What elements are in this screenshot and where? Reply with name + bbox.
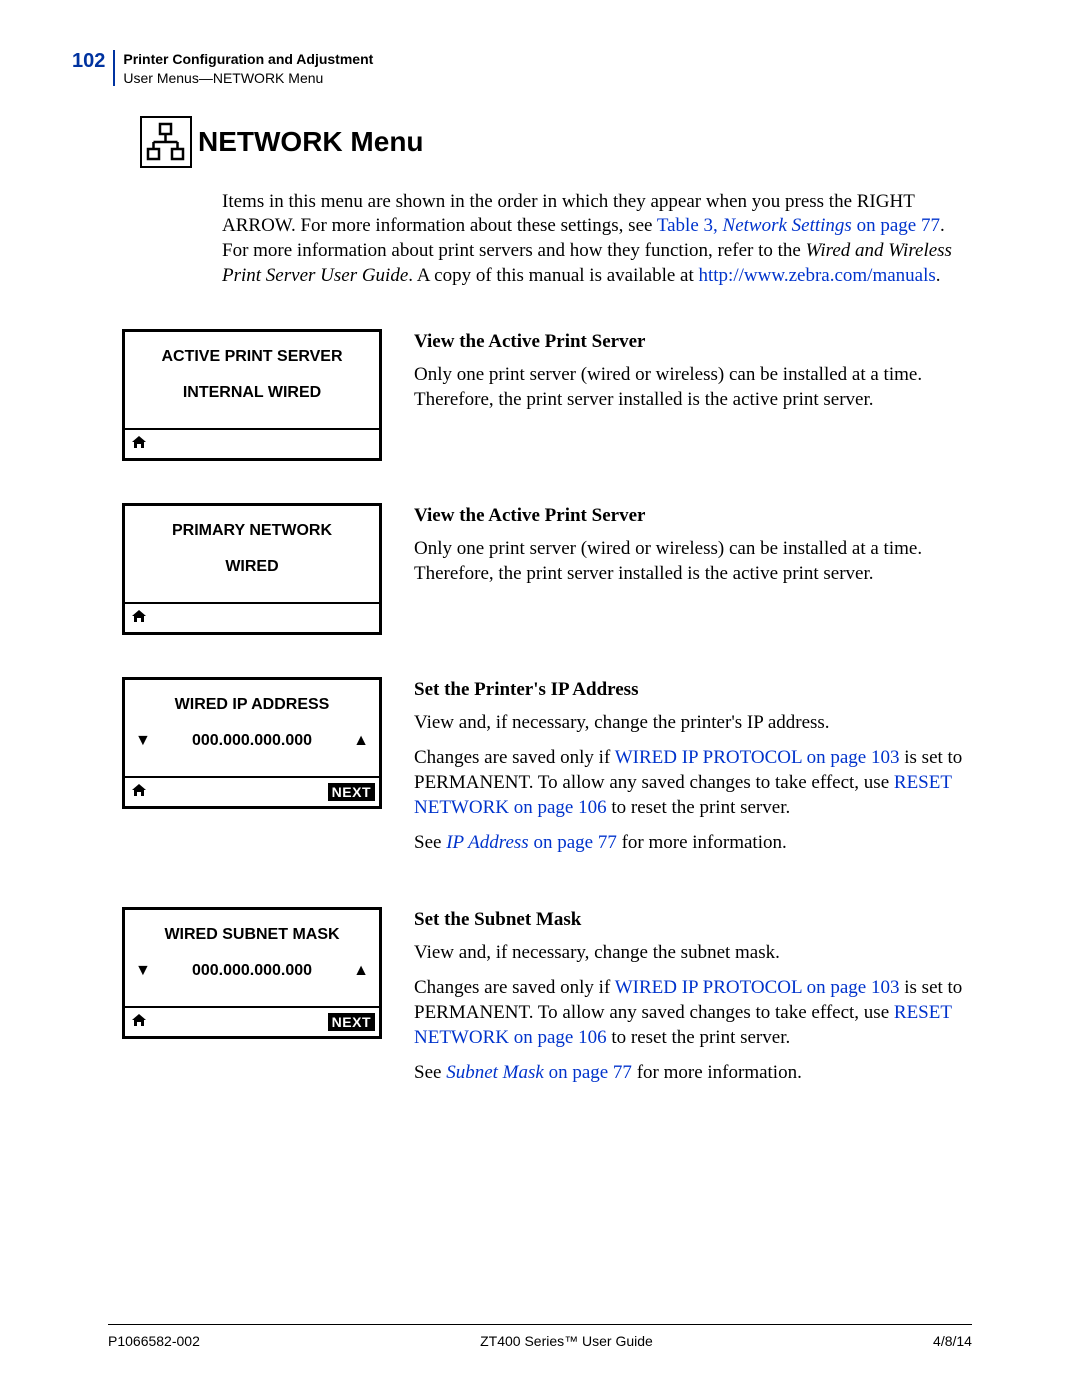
desc-p1: View and, if necessary, change the print… (414, 710, 972, 735)
footer-row: P1066582-002 ZT400 Series™ User Guide 4/… (108, 1333, 972, 1349)
link-ip-address[interactable]: IP Address on page 77 (446, 832, 617, 853)
intro-t4: . (936, 265, 941, 286)
display-top: WIRED SUBNET MASK ▼ 000.000.000.000 ▲ (125, 910, 379, 1008)
display-bottom (125, 604, 379, 632)
header-divider (113, 50, 115, 86)
link-subnet-mask[interactable]: Subnet Mask on page 77 (446, 1062, 632, 1083)
intro-paragraph: Items in this menu are shown in the orde… (222, 190, 972, 289)
display-top: WIRED IP ADDRESS ▼ 000.000.000.000 ▲ (125, 680, 379, 778)
desc-p1: Only one print server (wired or wireless… (414, 362, 972, 412)
intro-t3: . A copy of this manual is available at (408, 265, 698, 286)
value-row: ▼ 000.000.000.000 ▲ (131, 962, 373, 980)
home-icon[interactable] (131, 1013, 147, 1031)
setting-desc: Set the Printer's IP Address View and, i… (414, 677, 972, 865)
display-bottom (125, 430, 379, 458)
setting-row: ACTIVE PRINT SERVER INTERNAL WIRED View … (72, 329, 972, 461)
footer-center: ZT400 Series™ User Guide (480, 1333, 653, 1349)
home-icon[interactable] (131, 435, 147, 453)
header-line2: User Menus—NETWORK Menu (123, 70, 323, 86)
display-box: PRIMARY NETWORK WIRED (122, 503, 382, 635)
display-top: PRIMARY NETWORK WIRED (125, 506, 379, 604)
header-text: Printer Configuration and Adjustment Use… (123, 50, 373, 88)
intro-link1[interactable]: Table 3, Network Settings on page 77 (657, 215, 940, 236)
display-box: WIRED IP ADDRESS ▼ 000.000.000.000 ▲ NEX… (122, 677, 382, 809)
setting-desc: Set the Subnet Mask View and, if necessa… (414, 907, 972, 1095)
desc-p3: See IP Address on page 77 for more infor… (414, 830, 972, 855)
desc-p2: Changes are saved only if WIRED IP PROTO… (414, 745, 972, 820)
desc-p1: View and, if necessary, change the subne… (414, 940, 972, 965)
desc-heading: Set the Subnet Mask (414, 907, 972, 932)
desc-p2: Changes are saved only if WIRED IP PROTO… (414, 975, 972, 1050)
display-line2: 000.000.000.000 (192, 732, 312, 750)
desc-heading: View the Active Print Server (414, 329, 972, 354)
page: 102 Printer Configuration and Adjustment… (0, 0, 1080, 1397)
page-number: 102 (72, 50, 105, 73)
display-line1: ACTIVE PRINT SERVER (131, 348, 373, 366)
display-line2: WIRED (131, 558, 373, 576)
desc-p3: See Subnet Mask on page 77 for more info… (414, 1060, 972, 1085)
title-row: NETWORK Menu (140, 116, 972, 168)
link-wired-ip-protocol[interactable]: WIRED IP PROTOCOL on page 103 (615, 977, 900, 998)
display-line1: WIRED SUBNET MASK (131, 926, 373, 944)
setting-row: WIRED IP ADDRESS ▼ 000.000.000.000 ▲ NEX… (72, 677, 972, 865)
display-box: WIRED SUBNET MASK ▼ 000.000.000.000 ▲ NE… (122, 907, 382, 1039)
network-icon (140, 116, 192, 168)
desc-p1: Only one print server (wired or wireless… (414, 536, 972, 586)
intro-link2[interactable]: http://www.zebra.com/manuals (699, 265, 936, 286)
display-line1: WIRED IP ADDRESS (131, 696, 373, 714)
display-bottom: NEXT (125, 778, 379, 806)
home-icon[interactable] (131, 783, 147, 801)
next-button[interactable]: NEXT (328, 783, 375, 801)
header-line1: Printer Configuration and Adjustment (123, 51, 373, 67)
arrow-down-icon[interactable]: ▼ (135, 732, 151, 750)
display-line2: INTERNAL WIRED (131, 384, 373, 402)
display-box: ACTIVE PRINT SERVER INTERNAL WIRED (122, 329, 382, 461)
home-icon[interactable] (131, 609, 147, 627)
display-bottom: NEXT (125, 1008, 379, 1036)
page-footer: P1066582-002 ZT400 Series™ User Guide 4/… (108, 1324, 972, 1349)
setting-desc: View the Active Print Server Only one pr… (414, 329, 972, 422)
page-header: 102 Printer Configuration and Adjustment… (72, 50, 972, 88)
arrow-up-icon[interactable]: ▲ (353, 962, 369, 980)
footer-right: 4/8/14 (933, 1333, 972, 1349)
footer-left: P1066582-002 (108, 1333, 200, 1349)
setting-row: PRIMARY NETWORK WIRED View the Active Pr… (72, 503, 972, 635)
page-title: NETWORK Menu (198, 126, 424, 158)
arrow-down-icon[interactable]: ▼ (135, 962, 151, 980)
value-row: ▼ 000.000.000.000 ▲ (131, 732, 373, 750)
footer-rule (108, 1324, 972, 1325)
display-line1: PRIMARY NETWORK (131, 522, 373, 540)
desc-heading: View the Active Print Server (414, 503, 972, 528)
next-button[interactable]: NEXT (328, 1013, 375, 1031)
arrow-up-icon[interactable]: ▲ (353, 732, 369, 750)
display-line2: 000.000.000.000 (192, 962, 312, 980)
display-top: ACTIVE PRINT SERVER INTERNAL WIRED (125, 332, 379, 430)
setting-row: WIRED SUBNET MASK ▼ 000.000.000.000 ▲ NE… (72, 907, 972, 1095)
setting-desc: View the Active Print Server Only one pr… (414, 503, 972, 596)
desc-heading: Set the Printer's IP Address (414, 677, 972, 702)
link-wired-ip-protocol[interactable]: WIRED IP PROTOCOL on page 103 (615, 747, 900, 768)
